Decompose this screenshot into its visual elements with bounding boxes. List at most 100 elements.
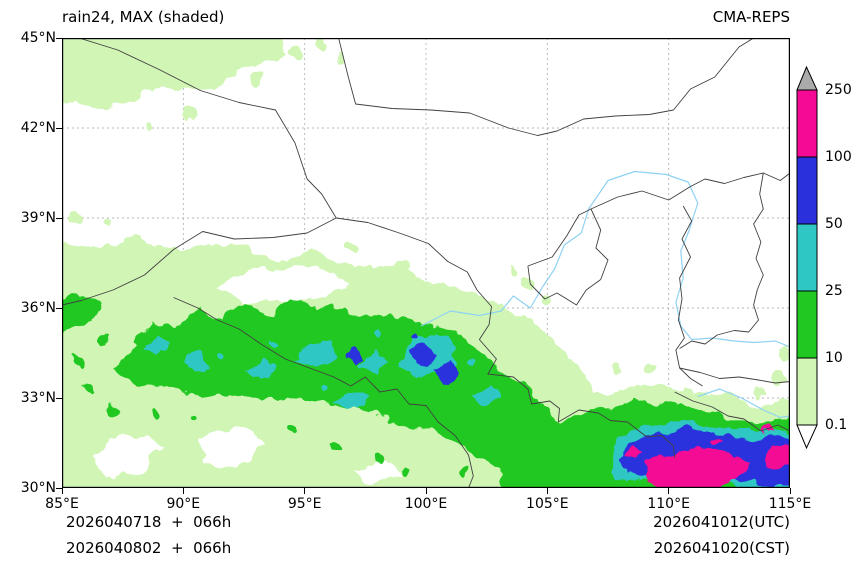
colorbar-tick-label: 250 bbox=[825, 82, 852, 98]
x-tick-label: 100°E bbox=[404, 496, 448, 512]
precip-speckle bbox=[290, 46, 305, 60]
province-boundary bbox=[674, 391, 790, 432]
x-tick-mark bbox=[182, 488, 184, 494]
precip-region bbox=[183, 353, 210, 371]
precip-region bbox=[244, 359, 278, 380]
precip-speckle bbox=[447, 365, 454, 371]
precip-speckle bbox=[371, 331, 379, 339]
y-tick-mark bbox=[56, 307, 62, 309]
precip-speckle bbox=[250, 74, 263, 86]
precip-speckle bbox=[508, 267, 519, 277]
valid-time-utc: 2026041012(UTC) bbox=[653, 513, 790, 531]
x-tick-label: 95°E bbox=[287, 496, 322, 512]
x-tick-mark bbox=[304, 488, 306, 494]
colorbar-under-arrow bbox=[796, 424, 818, 450]
precip-region bbox=[115, 299, 570, 488]
x-tick-label: 90°E bbox=[166, 496, 201, 512]
x-tick-label: 115°E bbox=[768, 496, 812, 512]
map-canvas bbox=[62, 38, 790, 488]
precip-region bbox=[336, 389, 373, 410]
precip-region bbox=[358, 353, 390, 374]
y-tick-label: 42°N bbox=[20, 120, 56, 136]
y-tick-label: 30°N bbox=[20, 480, 56, 496]
precip-shading bbox=[62, 38, 790, 488]
x-tick-mark bbox=[668, 488, 670, 494]
precip-region bbox=[62, 296, 101, 334]
precip-speckle bbox=[755, 387, 766, 397]
precip-region bbox=[763, 444, 790, 471]
precip-speckle bbox=[779, 350, 790, 362]
precip-speckle bbox=[82, 383, 95, 395]
precip-speckle bbox=[412, 334, 421, 342]
precip-region bbox=[197, 425, 266, 467]
colorbar-tick-label: 50 bbox=[825, 216, 843, 232]
colorbar-tick-label: 10 bbox=[825, 350, 843, 366]
y-tick-mark bbox=[56, 397, 62, 399]
province-boundary bbox=[679, 367, 790, 384]
precip-speckle bbox=[375, 454, 384, 462]
x-tick-label: 110°E bbox=[647, 496, 690, 512]
precip-speckle bbox=[290, 426, 300, 436]
precip-region bbox=[345, 350, 363, 365]
province-boundary bbox=[590, 172, 790, 210]
precip-speckle bbox=[344, 242, 357, 254]
x-tick-mark bbox=[61, 488, 63, 494]
y-tick-mark bbox=[56, 217, 62, 219]
precip-region bbox=[625, 444, 645, 460]
precip-speckle bbox=[108, 405, 118, 415]
province-boundary bbox=[675, 205, 703, 387]
river-line bbox=[420, 170, 790, 348]
x-tick-label: 105°E bbox=[526, 496, 569, 512]
colorbar-tick-label: 0.1 bbox=[825, 417, 848, 433]
precip-speckle bbox=[98, 333, 109, 343]
river-line bbox=[697, 388, 790, 419]
init-time-line1: 2026040718 + 066h bbox=[66, 513, 232, 531]
precip-speckle bbox=[459, 468, 470, 478]
y-tick-label: 33°N bbox=[20, 390, 56, 406]
colorbar-segment bbox=[796, 156, 818, 225]
precip-region bbox=[62, 38, 288, 110]
model-label: CMA-REPS bbox=[712, 8, 790, 26]
precip-speckle bbox=[518, 277, 533, 291]
precip-speckle bbox=[320, 382, 329, 390]
precip-region bbox=[139, 335, 172, 356]
precip-speckle bbox=[100, 219, 111, 229]
y-tick-mark bbox=[56, 487, 62, 489]
y-tick-mark bbox=[56, 37, 62, 39]
precip-speckle bbox=[315, 38, 328, 50]
precip-speckle bbox=[399, 261, 410, 271]
province-boundary bbox=[527, 208, 609, 306]
precip-speckle bbox=[771, 371, 784, 383]
colorbar-segment bbox=[796, 89, 818, 158]
precip-speckle bbox=[149, 411, 160, 421]
precip-region bbox=[93, 431, 164, 476]
colorbar-segment bbox=[796, 223, 818, 292]
precip-speckle bbox=[70, 212, 83, 224]
map-border bbox=[62, 38, 790, 488]
province-boundary bbox=[338, 38, 754, 136]
precip-speckle bbox=[186, 415, 195, 423]
precip-region bbox=[409, 344, 436, 365]
x-tick-label: 85°E bbox=[45, 496, 79, 512]
x-tick-mark bbox=[546, 488, 548, 494]
init-time-line2: 2026040802 + 066h bbox=[66, 539, 232, 557]
precip-speckle bbox=[331, 441, 342, 451]
precip-speckle bbox=[266, 337, 275, 345]
precip-speckle bbox=[612, 366, 623, 376]
map-plot-area bbox=[62, 38, 790, 488]
colorbar-segment bbox=[796, 357, 818, 426]
precip-region bbox=[472, 386, 502, 407]
precip-speckle bbox=[713, 439, 722, 447]
valid-time-cst: 2026041020(CST) bbox=[653, 539, 790, 557]
precip-region bbox=[297, 338, 339, 368]
colorbar-segment bbox=[796, 290, 818, 359]
precip-region bbox=[642, 449, 752, 488]
colorbar bbox=[796, 66, 818, 450]
precip-speckle bbox=[182, 110, 195, 122]
precip-speckle bbox=[646, 363, 657, 373]
precip-speckle bbox=[144, 120, 155, 130]
y-tick-label: 36°N bbox=[20, 300, 56, 316]
plot-title: rain24, MAX (shaded) bbox=[62, 8, 225, 26]
x-tick-mark bbox=[789, 488, 791, 494]
